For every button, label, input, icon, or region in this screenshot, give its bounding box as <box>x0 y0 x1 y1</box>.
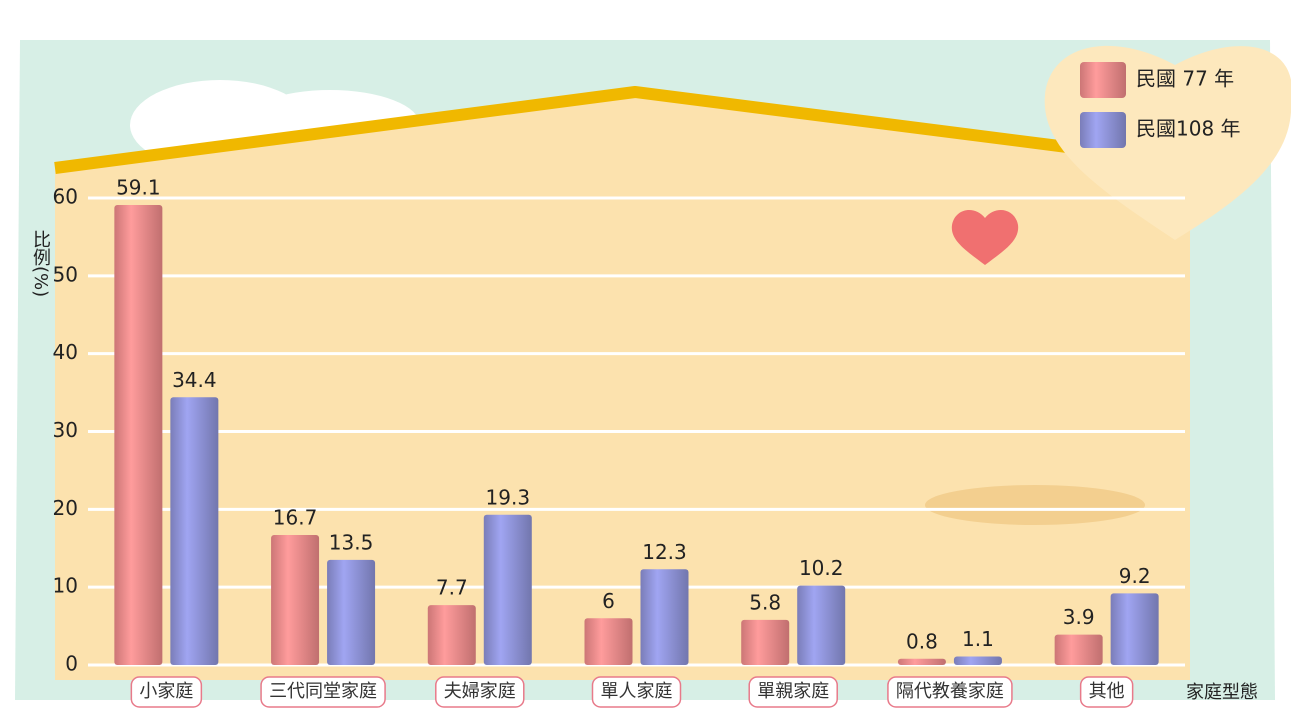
value-label: 10.2 <box>799 556 844 580</box>
x-tick-label: 單親家庭 <box>757 681 829 702</box>
bar <box>327 559 376 665</box>
value-label: 16.7 <box>273 506 318 530</box>
shadow <box>925 485 1145 525</box>
house-wall <box>55 92 1190 680</box>
y-tick-label: 30 <box>53 418 78 442</box>
bar <box>584 618 633 665</box>
value-label: 5.8 <box>749 590 781 614</box>
roof <box>54 86 1076 174</box>
x-tick-label: 其他 <box>1089 681 1125 702</box>
bar <box>1054 634 1103 665</box>
value-label: 1.1 <box>962 627 994 651</box>
legend-label: 民國 77 年 <box>1136 67 1234 91</box>
value-label: 59.1 <box>116 176 161 200</box>
x-tick-label: 三代同堂家庭 <box>269 681 377 702</box>
bar <box>640 569 689 665</box>
y-tick-label: 60 <box>53 185 78 209</box>
category-box <box>748 676 838 708</box>
category-box <box>591 676 682 708</box>
y-tick-label: 20 <box>53 496 78 520</box>
bar <box>271 535 320 665</box>
bar <box>427 605 476 665</box>
value-label: 12.3 <box>642 540 687 564</box>
bar <box>170 397 219 665</box>
bar <box>483 514 532 665</box>
category-box <box>435 676 525 708</box>
heart-icon <box>951 209 1019 265</box>
x-tick-label: 夫婦家庭 <box>444 681 516 702</box>
value-label: 13.5 <box>329 530 374 554</box>
bar <box>114 205 163 665</box>
bar <box>741 619 790 665</box>
legend-label: 民國108 年 <box>1136 117 1241 141</box>
value-label: 6 <box>602 589 615 613</box>
bar <box>1110 593 1159 665</box>
value-label: 7.7 <box>436 576 468 600</box>
y-axis-label: 比例(%) <box>30 230 51 297</box>
legend-swatch <box>1080 112 1126 148</box>
category-box <box>260 676 386 708</box>
x-tick-label: 單人家庭 <box>601 681 673 702</box>
value-label: 3.9 <box>1063 605 1095 629</box>
y-tick-label: 10 <box>53 574 78 598</box>
bar <box>897 658 946 665</box>
category-box <box>887 676 1013 708</box>
x-tick-label: 隔代教養家庭 <box>896 681 1004 702</box>
value-label: 34.4 <box>172 368 217 392</box>
x-tick-label: 小家庭 <box>139 681 193 702</box>
y-tick-label: 0 <box>65 652 78 676</box>
y-tick-label: 40 <box>53 340 78 364</box>
y-tick-label: 50 <box>53 262 78 286</box>
value-label: 0.8 <box>906 629 938 653</box>
category-box <box>130 676 203 708</box>
value-label: 9.2 <box>1119 564 1151 588</box>
value-label: 19.3 <box>486 485 531 509</box>
x-axis-label: 家庭型態 <box>1186 682 1258 703</box>
bar <box>797 585 846 665</box>
category-box <box>1079 676 1134 708</box>
bar <box>953 656 1002 665</box>
legend-swatch <box>1080 62 1126 98</box>
